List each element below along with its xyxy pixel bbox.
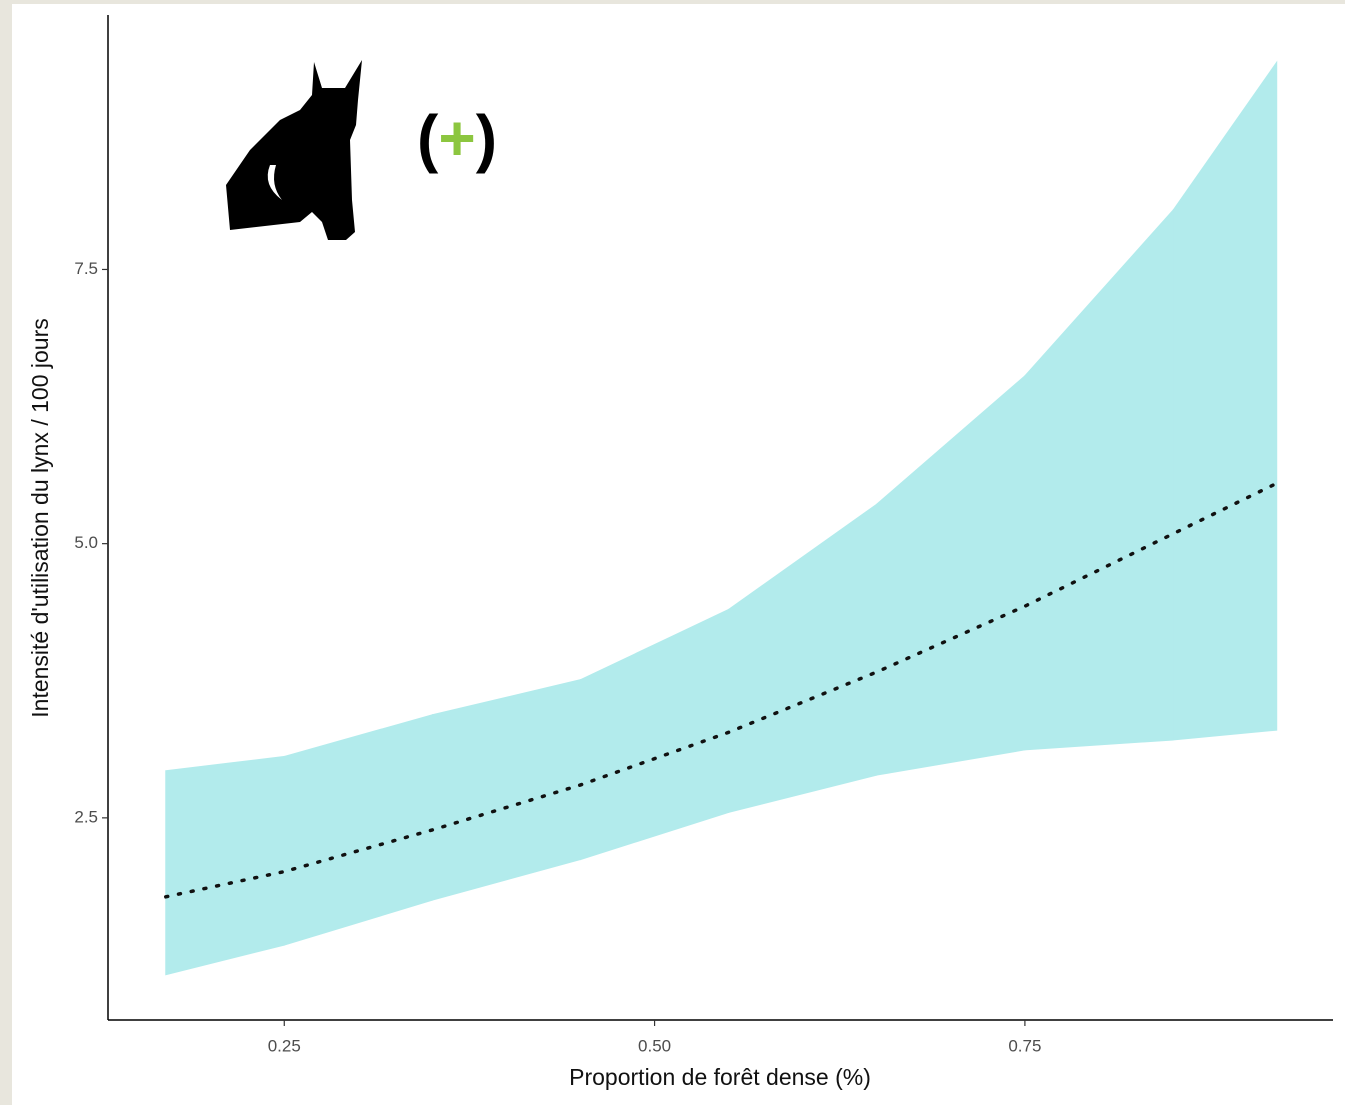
y-tick-label: 5.0 [74,533,98,552]
annotation: (+) [417,102,497,174]
annotation-close: ) [476,102,497,174]
lynx-icon [226,60,362,240]
x-tick-label: 0.50 [638,1036,671,1055]
fit-line [164,481,1279,899]
confidence-band [165,755,285,976]
annotation-open: ( [417,102,439,174]
annotation-sign: + [438,102,475,174]
y-axis-title: Intensité d'utilisation du lynx / 100 jo… [27,318,53,717]
x-tick-label: 0.25 [268,1036,301,1055]
x-tick-label: 0.75 [1008,1036,1041,1055]
x-axis-title: Proportion de forêt dense (%) [569,1064,871,1090]
confidence-band [1172,60,1278,741]
y-tick-label: 2.5 [74,807,98,826]
y-tick-label: 7.5 [74,259,98,278]
